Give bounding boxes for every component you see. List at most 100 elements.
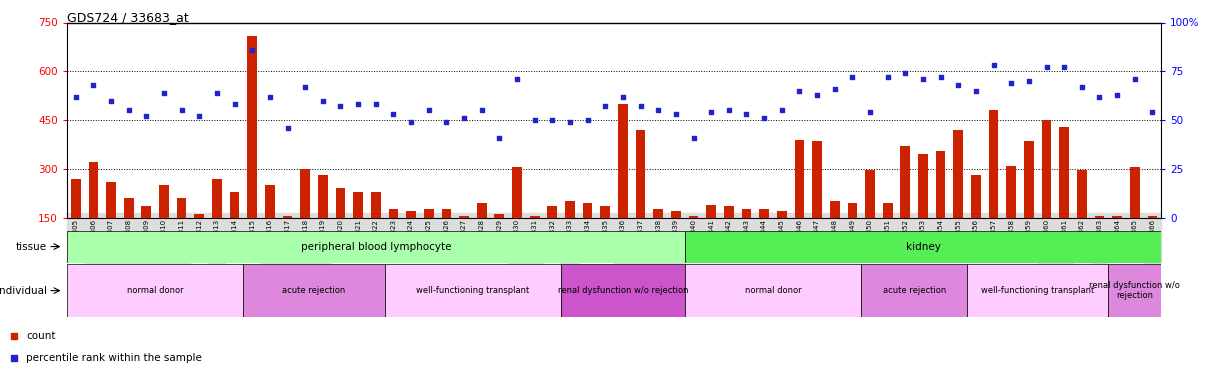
Bar [424,209,434,218]
Point [896,70,916,76]
Bar [406,211,416,217]
Point [1037,64,1057,70]
Point [807,92,827,98]
Point [596,104,615,110]
Point [666,111,686,117]
Point [754,115,773,121]
Bar [389,209,399,218]
Bar [759,209,769,218]
Bar [89,162,98,218]
Bar [371,192,381,217]
Bar [989,110,998,218]
Point [824,86,844,92]
Text: GDS724 / 33683_at: GDS724 / 33683_at [67,11,188,24]
Bar [67,231,685,262]
Point [136,113,156,119]
Point [490,135,510,141]
Point [613,94,632,100]
Text: well-functioning transplant: well-functioning transplant [981,286,1094,295]
Bar [1113,216,1122,217]
Point [101,98,120,104]
Bar [195,214,204,217]
Point [1054,64,1074,70]
Bar [1094,216,1104,217]
Text: peripheral blood lymphocyte: peripheral blood lymphocyte [300,242,451,252]
Bar [300,169,310,217]
Point [277,125,297,131]
Bar [106,182,116,218]
Point [967,88,986,94]
Bar [243,264,384,317]
Bar [1108,264,1161,317]
Point [225,101,244,107]
Point [349,101,368,107]
Point [913,76,933,82]
Point [931,74,951,80]
Point [719,107,738,113]
Bar [688,216,698,217]
Bar [901,146,911,218]
Point [737,111,756,117]
Point [437,119,456,125]
Bar [1077,170,1087,217]
Point [242,47,261,53]
Bar [67,264,243,317]
Text: renal dysfunction w/o
rejection: renal dysfunction w/o rejection [1090,281,1181,300]
Bar [724,206,733,218]
Bar [1042,120,1052,218]
Bar [547,206,557,218]
Bar [794,140,804,218]
Text: percentile rank within the sample: percentile rank within the sample [27,352,202,363]
Point [207,90,226,96]
Point [648,107,668,113]
Bar [176,198,186,217]
Point [878,74,897,80]
Bar [582,203,592,217]
Point [1125,76,1144,82]
Point [1073,84,1092,90]
Point [542,117,562,123]
Bar [865,170,874,217]
Bar [636,130,646,218]
Bar [777,211,787,217]
Bar [883,203,893,217]
Bar [561,264,685,317]
Bar [812,141,822,218]
Bar [317,175,327,217]
Bar [230,192,240,217]
Point [1090,94,1109,100]
Bar [1059,126,1069,218]
Point [984,62,1003,68]
Point [154,90,174,96]
Bar [742,209,751,218]
Point [789,88,809,94]
Bar [918,154,928,218]
Bar [861,264,967,317]
Point [507,76,527,82]
Bar [530,216,540,217]
Bar [972,175,981,217]
Bar [441,209,451,218]
Bar [671,211,681,217]
Bar [601,206,610,218]
Bar [653,209,663,218]
Point [860,109,879,115]
Bar [829,201,839,217]
Bar [565,201,575,217]
Point [190,113,209,119]
Point [631,104,651,110]
Bar [1148,216,1158,217]
Bar [936,151,946,217]
Bar [71,178,80,218]
Bar [1007,165,1017,218]
Point [366,101,385,107]
Point [472,107,491,113]
Point [772,107,792,113]
Point [260,94,280,100]
Text: normal donor: normal donor [744,286,801,295]
Bar [124,198,134,217]
Bar [848,203,857,217]
Bar [477,203,486,217]
Bar [354,192,364,217]
Point [578,117,597,123]
